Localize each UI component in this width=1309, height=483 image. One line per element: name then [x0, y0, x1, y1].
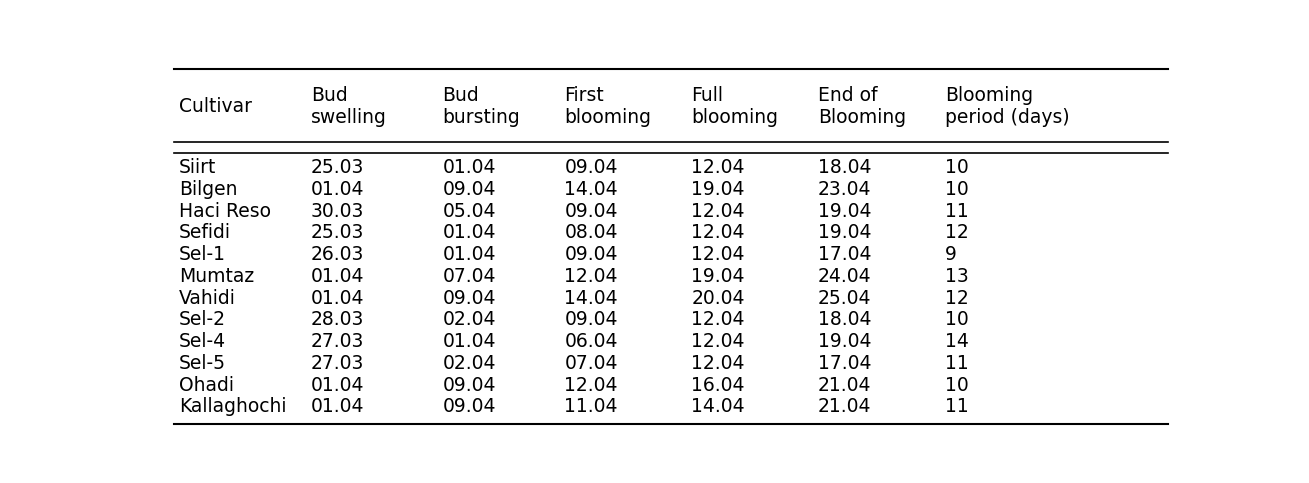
Text: 14.04: 14.04: [691, 398, 745, 416]
Text: 23.04: 23.04: [818, 180, 872, 199]
Text: Blooming
period (days): Blooming period (days): [945, 86, 1069, 127]
Text: 10: 10: [945, 311, 969, 329]
Text: 25.04: 25.04: [818, 289, 872, 308]
Text: 09.04: 09.04: [564, 245, 618, 264]
Text: Full
blooming: Full blooming: [691, 86, 778, 127]
Text: Sefidi: Sefidi: [179, 224, 230, 242]
Text: 16.04: 16.04: [691, 376, 745, 395]
Text: 28.03: 28.03: [310, 311, 364, 329]
Text: Bud
swelling: Bud swelling: [310, 86, 386, 127]
Text: 09.04: 09.04: [442, 289, 496, 308]
Text: 26.03: 26.03: [310, 245, 364, 264]
Text: 20.04: 20.04: [691, 289, 745, 308]
Text: 19.04: 19.04: [691, 267, 745, 286]
Text: Cultivar: Cultivar: [179, 97, 251, 116]
Text: 05.04: 05.04: [442, 202, 496, 221]
Text: 01.04: 01.04: [310, 267, 364, 286]
Text: 12.04: 12.04: [691, 224, 745, 242]
Text: 12.04: 12.04: [564, 376, 618, 395]
Text: 21.04: 21.04: [818, 376, 872, 395]
Text: Bilgen: Bilgen: [179, 180, 237, 199]
Text: Mumtaz: Mumtaz: [179, 267, 254, 286]
Text: 01.04: 01.04: [310, 376, 364, 395]
Text: 02.04: 02.04: [442, 311, 496, 329]
Text: 11.04: 11.04: [564, 398, 618, 416]
Text: 07.04: 07.04: [442, 267, 496, 286]
Text: 18.04: 18.04: [818, 311, 872, 329]
Text: 19.04: 19.04: [818, 332, 872, 351]
Text: 11: 11: [945, 354, 969, 373]
Text: 24.04: 24.04: [818, 267, 872, 286]
Text: 09.04: 09.04: [564, 202, 618, 221]
Text: 12.04: 12.04: [691, 202, 745, 221]
Text: 12.04: 12.04: [564, 267, 618, 286]
Text: 12.04: 12.04: [691, 245, 745, 264]
Text: 25.03: 25.03: [310, 224, 364, 242]
Text: 01.04: 01.04: [310, 180, 364, 199]
Text: 25.03: 25.03: [310, 158, 364, 177]
Text: 08.04: 08.04: [564, 224, 618, 242]
Text: Haci Reso: Haci Reso: [179, 202, 271, 221]
Text: 01.04: 01.04: [310, 289, 364, 308]
Text: Vahidi: Vahidi: [179, 289, 236, 308]
Text: 09.04: 09.04: [442, 180, 496, 199]
Text: 14.04: 14.04: [564, 180, 618, 199]
Text: 27.03: 27.03: [310, 354, 364, 373]
Text: 12.04: 12.04: [691, 354, 745, 373]
Text: 02.04: 02.04: [442, 354, 496, 373]
Text: 01.04: 01.04: [310, 398, 364, 416]
Text: Sel-2: Sel-2: [179, 311, 226, 329]
Text: 14: 14: [945, 332, 969, 351]
Text: 19.04: 19.04: [691, 180, 745, 199]
Text: 12.04: 12.04: [691, 332, 745, 351]
Text: End of
Blooming: End of Blooming: [818, 86, 906, 127]
Text: First
blooming: First blooming: [564, 86, 652, 127]
Text: 19.04: 19.04: [818, 202, 872, 221]
Text: 18.04: 18.04: [818, 158, 872, 177]
Text: Sel-4: Sel-4: [179, 332, 226, 351]
Text: 01.04: 01.04: [442, 158, 496, 177]
Text: 10: 10: [945, 180, 969, 199]
Text: Kallaghochi: Kallaghochi: [179, 398, 287, 416]
Text: 17.04: 17.04: [818, 245, 872, 264]
Text: 09.04: 09.04: [564, 158, 618, 177]
Text: 09.04: 09.04: [442, 376, 496, 395]
Text: 01.04: 01.04: [442, 245, 496, 264]
Text: Ohadi: Ohadi: [179, 376, 234, 395]
Text: 30.03: 30.03: [310, 202, 364, 221]
Text: Bud
bursting: Bud bursting: [442, 86, 521, 127]
Text: 09.04: 09.04: [564, 311, 618, 329]
Text: 10: 10: [945, 376, 969, 395]
Text: 11: 11: [945, 202, 969, 221]
Text: 11: 11: [945, 398, 969, 416]
Text: 12: 12: [945, 224, 969, 242]
Text: 09.04: 09.04: [442, 398, 496, 416]
Text: 9: 9: [945, 245, 957, 264]
Text: 12.04: 12.04: [691, 311, 745, 329]
Text: Sel-5: Sel-5: [179, 354, 226, 373]
Text: 06.04: 06.04: [564, 332, 618, 351]
Text: 14.04: 14.04: [564, 289, 618, 308]
Text: 19.04: 19.04: [818, 224, 872, 242]
Text: Siirt: Siirt: [179, 158, 216, 177]
Text: 12.04: 12.04: [691, 158, 745, 177]
Text: 21.04: 21.04: [818, 398, 872, 416]
Text: 01.04: 01.04: [442, 332, 496, 351]
Text: 17.04: 17.04: [818, 354, 872, 373]
Text: 07.04: 07.04: [564, 354, 618, 373]
Text: 12: 12: [945, 289, 969, 308]
Text: 27.03: 27.03: [310, 332, 364, 351]
Text: 13: 13: [945, 267, 969, 286]
Text: 10: 10: [945, 158, 969, 177]
Text: Sel-1: Sel-1: [179, 245, 226, 264]
Text: 01.04: 01.04: [442, 224, 496, 242]
